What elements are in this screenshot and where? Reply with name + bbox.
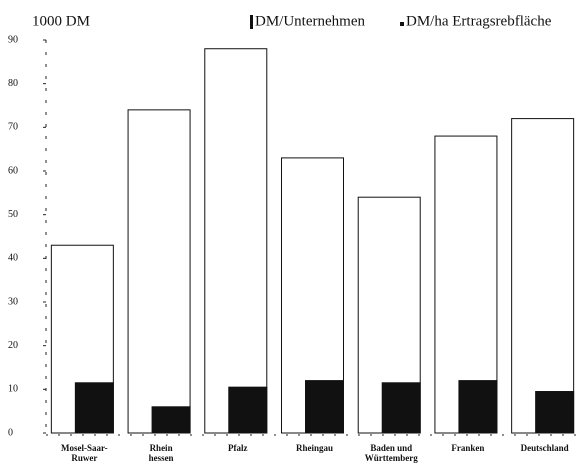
- x-tick-label: Deutschland: [521, 443, 569, 453]
- x-tick-label: Pfalz: [228, 443, 248, 453]
- bar-hektar: [458, 380, 498, 434]
- y-tick-label: 80: [8, 78, 18, 89]
- bar-hektar: [305, 380, 344, 434]
- legend-label: DM/Unternehmen: [255, 13, 365, 29]
- bar-hektar: [151, 406, 191, 434]
- legend-marker: [250, 15, 253, 29]
- bar-hektar: [228, 386, 268, 434]
- y-tick-label: 90: [8, 34, 18, 45]
- x-tick-label: Württemberg: [365, 453, 418, 463]
- y-tick-label: 30: [8, 296, 18, 307]
- x-tick-label: Rhein: [150, 443, 173, 453]
- y-tick-label: 10: [8, 384, 18, 395]
- bar-hektar: [74, 382, 114, 434]
- x-tick-label: hessen: [149, 453, 174, 463]
- legend-marker: [400, 22, 404, 26]
- x-tick-label: Rheingau: [296, 443, 333, 453]
- y-tick-label: 70: [8, 122, 18, 133]
- chart-title: 1000 DM: [32, 13, 90, 29]
- bar-hektar: [535, 391, 575, 434]
- legend-label: DM/ha Ertragsrebfläche: [406, 13, 552, 29]
- bar-unternehmen: [127, 109, 191, 434]
- y-tick-label: 0: [8, 427, 13, 438]
- bar-unternehmen: [204, 48, 268, 434]
- y-tick-label: 60: [8, 165, 18, 176]
- y-tick-label: 20: [8, 340, 18, 351]
- x-tick-label: Mosel-Saar-: [61, 443, 108, 453]
- bar-hektar: [381, 382, 421, 434]
- x-tick-label: Baden und: [370, 443, 412, 453]
- y-tick-label: 40: [8, 253, 18, 264]
- y-tick-label: 50: [8, 209, 18, 220]
- bar-unternehmen: [511, 118, 575, 434]
- x-tick-label: Franken: [451, 443, 484, 453]
- x-tick-label: Ruwer: [71, 453, 97, 463]
